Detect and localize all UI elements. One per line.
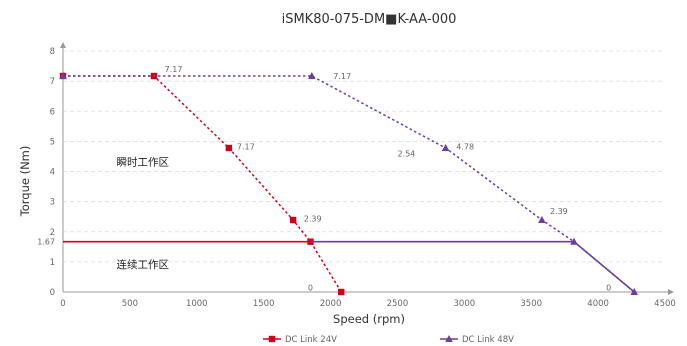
y-callout-label: 1.67 bbox=[37, 238, 55, 247]
data-point bbox=[289, 216, 297, 224]
x-tick-label: 4500 bbox=[654, 299, 676, 309]
y-axis-arrow bbox=[60, 42, 66, 48]
series-line-0 bbox=[63, 75, 342, 293]
legend-entry: DC Link 48V bbox=[462, 335, 514, 345]
chart-title: iSMK80-075-DM■K-AA-000 bbox=[282, 12, 457, 27]
point-annotation: 7.17 bbox=[333, 72, 351, 81]
region-label: 瞬时工作区 bbox=[117, 155, 170, 168]
x-tick-label: 2000 bbox=[320, 299, 342, 309]
series-layer bbox=[59, 72, 639, 296]
grid bbox=[63, 50, 665, 263]
y-tick-label: 1 bbox=[50, 258, 55, 268]
data-point bbox=[338, 288, 345, 296]
point-annotation: 2.39 bbox=[550, 207, 568, 216]
x-tick-label: 500 bbox=[122, 299, 138, 309]
data-point bbox=[441, 144, 450, 152]
tick-labels: 0 1 2 3 4 5 6 7 8 0 500 1000 1500 2000 2500 3000 3500 400… bbox=[50, 47, 676, 309]
x-tick-label: 3500 bbox=[520, 299, 542, 309]
point-annotation: 7.17 bbox=[165, 65, 183, 74]
x-tick-label: 1500 bbox=[253, 299, 275, 309]
series-line-3 bbox=[310, 240, 635, 293]
y-tick-label: 0 bbox=[50, 288, 55, 298]
x-tick-label: 0 bbox=[60, 299, 65, 309]
x-tick-label: 3000 bbox=[454, 299, 476, 309]
point-annotation: 4.78 bbox=[456, 143, 474, 152]
y-axis-label: Torque (Nm) bbox=[18, 146, 32, 218]
x-tick-label: 2500 bbox=[387, 299, 409, 309]
data-point bbox=[308, 72, 316, 80]
x-axis-arrow bbox=[668, 289, 674, 295]
region-label: 连续工作区 bbox=[117, 258, 170, 271]
x-tick-label: 4000 bbox=[587, 299, 609, 309]
y-tick-label: 4 bbox=[50, 168, 55, 178]
y-tick-label: 8 bbox=[50, 47, 55, 57]
legend-marker bbox=[445, 335, 453, 342]
x-axis-label: Speed (rpm) bbox=[333, 312, 405, 326]
legend-entry: DC Link 24V bbox=[285, 335, 337, 345]
point-annotation: 0 bbox=[606, 283, 611, 292]
annotations: 7.17 7.17 2.39 7.17 2.54 4.78 2.39 0 0 1.67 瞬时工作区连… bbox=[37, 65, 611, 292]
point-annotation: 0 bbox=[308, 283, 313, 292]
y-tick-label: 2 bbox=[50, 228, 55, 238]
point-annotation: 7.17 bbox=[237, 143, 255, 152]
series-line-1 bbox=[63, 75, 635, 293]
x-tick-label: 1000 bbox=[186, 299, 208, 309]
data-point bbox=[538, 216, 546, 224]
axes bbox=[60, 42, 674, 295]
data-point bbox=[225, 144, 233, 152]
legend: DC Link 24V DC Link 48V bbox=[263, 335, 514, 345]
y-tick-label: 6 bbox=[50, 107, 55, 117]
y-tick-label: 7 bbox=[50, 77, 55, 87]
point-annotation: 2.39 bbox=[304, 215, 322, 224]
point-annotation: 2.54 bbox=[397, 149, 415, 158]
data-point bbox=[59, 72, 67, 80]
y-tick-label: 3 bbox=[50, 198, 55, 208]
y-tick-label: 5 bbox=[50, 137, 55, 147]
legend-marker bbox=[268, 335, 276, 343]
